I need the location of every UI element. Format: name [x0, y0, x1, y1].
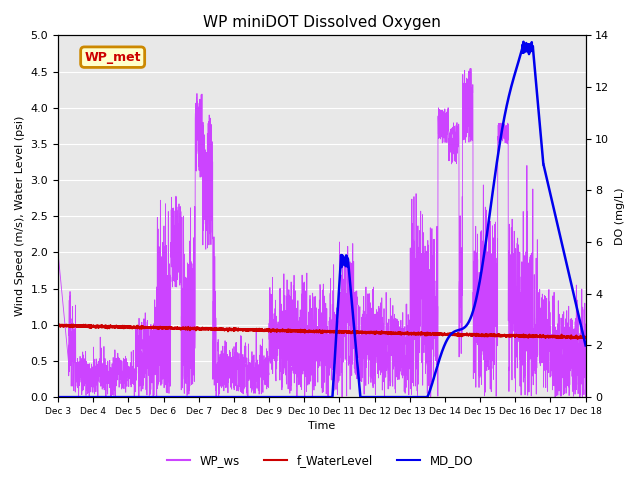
Title: WP miniDOT Dissolved Oxygen: WP miniDOT Dissolved Oxygen: [203, 15, 441, 30]
Y-axis label: Wind Speed (m/s), Water Level (psi): Wind Speed (m/s), Water Level (psi): [15, 116, 25, 316]
Legend: WP_ws, f_WaterLevel, MD_DO: WP_ws, f_WaterLevel, MD_DO: [162, 449, 478, 472]
Y-axis label: DO (mg/L): DO (mg/L): [615, 188, 625, 245]
X-axis label: Time: Time: [308, 421, 335, 432]
Text: WP_met: WP_met: [84, 51, 141, 64]
